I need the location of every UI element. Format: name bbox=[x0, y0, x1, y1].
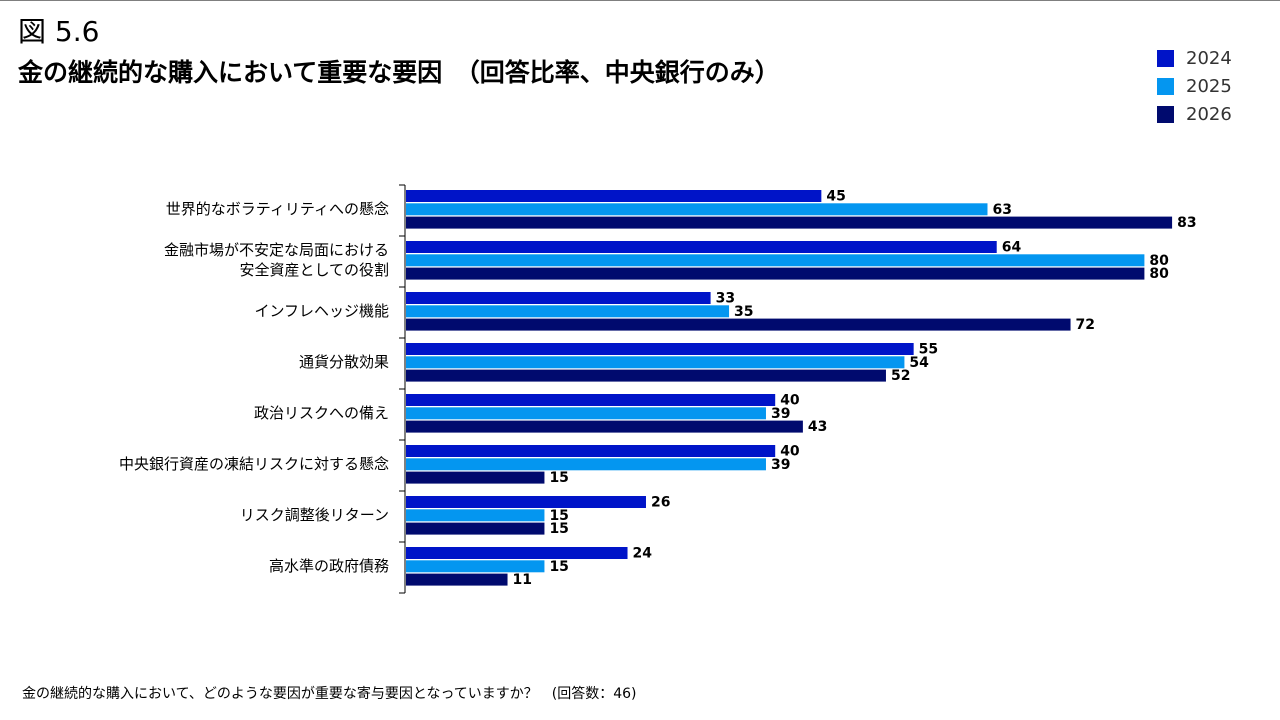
data-label-2024: 33 bbox=[716, 291, 735, 307]
bar-2025 bbox=[406, 407, 766, 420]
data-label-2025: 39 bbox=[771, 457, 790, 473]
bar-2025 bbox=[406, 356, 905, 369]
data-label-2024: 40 bbox=[780, 444, 800, 460]
bar-2024 bbox=[406, 190, 822, 202]
bar-2025 bbox=[406, 203, 988, 216]
category-label: 通貨分散効果 bbox=[299, 353, 389, 371]
bar-2025 bbox=[406, 560, 545, 573]
bar-2024 bbox=[406, 343, 914, 355]
legend-label-2026: 2026 bbox=[1186, 103, 1232, 125]
data-label-2026: 52 bbox=[891, 368, 910, 384]
footnote: 金の継続的な購入において、どのような要因が重要な寄与要因となっていますか？ (回… bbox=[22, 686, 637, 702]
data-label-2026: 15 bbox=[549, 470, 568, 486]
data-label-2024: 55 bbox=[919, 342, 938, 358]
bar-2024 bbox=[406, 547, 628, 559]
category-label: 安全資産としての役割 bbox=[239, 261, 389, 279]
bar-2026 bbox=[406, 522, 545, 535]
category-label: 高水準の政府債務 bbox=[269, 557, 389, 575]
data-label-2024: 26 bbox=[651, 495, 670, 511]
bar-2026 bbox=[406, 318, 1071, 331]
bar-2026 bbox=[406, 420, 803, 433]
bar-2026 bbox=[406, 267, 1145, 280]
legend-swatch-2026 bbox=[1157, 105, 1174, 123]
figure-label: 図 5.6 bbox=[18, 15, 100, 48]
bar-2024 bbox=[406, 394, 776, 406]
legend-label-2025: 2025 bbox=[1186, 75, 1232, 97]
data-label-2024: 40 bbox=[780, 393, 800, 409]
bar-2026 bbox=[406, 369, 886, 382]
data-label-2025: 35 bbox=[734, 304, 753, 320]
top-rule bbox=[0, 0, 1280, 1]
data-label-2025: 54 bbox=[909, 355, 929, 371]
category-label: 政治リスクへの備え bbox=[254, 404, 389, 422]
bar-2025 bbox=[406, 254, 1145, 267]
data-label-2024: 64 bbox=[1002, 240, 1022, 256]
bar-2026 bbox=[406, 573, 508, 586]
bar-2025 bbox=[406, 458, 766, 471]
legend: 2024 2025 2026 bbox=[1157, 44, 1232, 128]
data-label-2025: 63 bbox=[992, 202, 1011, 218]
category-label: 世界的なボラティリティへの懸念 bbox=[166, 200, 389, 218]
data-label-2026: 83 bbox=[1177, 215, 1196, 231]
data-label-2025: 15 bbox=[549, 508, 568, 524]
bar-2024 bbox=[406, 292, 711, 304]
data-label-2025: 15 bbox=[549, 559, 568, 575]
chart-title: 金の継続的な購入において重要な要因 （回答比率、中央銀行のみ） bbox=[18, 58, 780, 87]
data-label-2026: 72 bbox=[1076, 317, 1095, 333]
bar-2026 bbox=[406, 216, 1173, 229]
category-label: インフレヘッジ機能 bbox=[254, 302, 389, 320]
bar-2026 bbox=[406, 471, 545, 484]
category-label: リスク調整後リターン bbox=[240, 506, 389, 524]
data-label-2024: 45 bbox=[826, 189, 845, 205]
bar-2025 bbox=[406, 305, 730, 318]
data-label-2026: 11 bbox=[513, 572, 532, 588]
legend-label-2024: 2024 bbox=[1186, 47, 1232, 69]
bar-2024 bbox=[406, 445, 776, 457]
data-label-2026: 43 bbox=[808, 419, 827, 435]
data-label-2024: 24 bbox=[633, 546, 653, 562]
legend-swatch-2024 bbox=[1157, 49, 1174, 67]
legend-item-2024: 2024 bbox=[1157, 44, 1232, 72]
bar-2025 bbox=[406, 509, 545, 522]
data-label-2025: 80 bbox=[1149, 253, 1169, 269]
legend-item-2025: 2025 bbox=[1157, 72, 1232, 100]
data-label-2025: 39 bbox=[771, 406, 790, 422]
category-label: 金融市場が不安定な局面における bbox=[164, 241, 389, 259]
data-label-2026: 80 bbox=[1149, 266, 1169, 282]
bar-2024 bbox=[406, 241, 997, 253]
bar-2024 bbox=[406, 496, 646, 508]
legend-swatch-2025 bbox=[1157, 77, 1174, 95]
legend-item-2026: 2026 bbox=[1157, 100, 1232, 128]
category-label: 中央銀行資産の凍結リスクに対する懸念 bbox=[119, 455, 389, 473]
data-label-2026: 15 bbox=[549, 521, 568, 537]
